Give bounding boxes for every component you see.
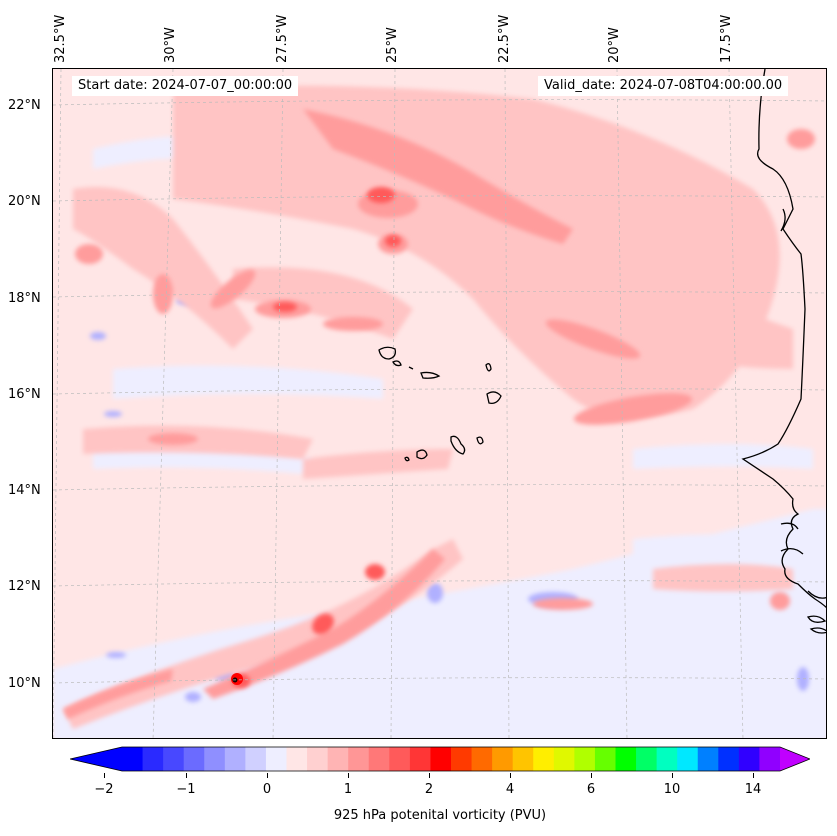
lat-label-18n: 18°N xyxy=(8,291,41,306)
colorbar-tick-label: −2 xyxy=(94,782,114,797)
canary-shelf xyxy=(780,208,786,232)
graticule xyxy=(53,69,826,738)
lat-label-14n: 14°N xyxy=(8,483,41,498)
lat-label-12n: 12°N xyxy=(8,579,41,594)
colorbar-swatch xyxy=(245,747,267,771)
colorbar-tickmark xyxy=(186,773,187,778)
pv-strong-positive xyxy=(232,187,401,688)
colorbar-tickmark xyxy=(591,773,592,778)
colorbar-tick-label: 4 xyxy=(505,782,515,797)
colorbar-swatch xyxy=(286,747,308,771)
island-fogo xyxy=(416,449,428,460)
lat-label-20n: 20°N xyxy=(8,194,41,209)
colorbar-swatch xyxy=(163,747,185,771)
colorbar-tick-label: 6 xyxy=(586,782,596,797)
island-santa-luzia xyxy=(408,366,414,370)
start-date-box: Start date: 2024-07-07_00:00:00 xyxy=(72,76,299,96)
lon-label-25w: 25°W xyxy=(385,27,400,63)
colorbar-tickmark xyxy=(348,773,349,778)
colorbar-tickmark xyxy=(104,773,105,778)
colorbar-swatch xyxy=(451,747,473,771)
map-panel xyxy=(52,68,827,739)
colorbar-swatch xyxy=(142,747,164,771)
island-santiago xyxy=(450,435,466,455)
colorbar-swatch xyxy=(389,747,411,771)
colorbar-swatch xyxy=(327,747,349,771)
colorbar-tick-label: 2 xyxy=(424,782,434,797)
lat-label-22n: 22°N xyxy=(8,98,41,113)
colorbar-swatch xyxy=(615,747,637,771)
lon-label-32-5w: 32.5°W xyxy=(53,14,68,63)
island-sao-nicolau xyxy=(420,371,441,379)
colorbar-swatch xyxy=(553,747,575,771)
colorbar-swatch xyxy=(697,747,719,771)
colorbar-title: 925 hPa potenital vorticity (PVU) xyxy=(333,808,547,823)
lon-label-30w: 30°W xyxy=(163,27,178,63)
colorbar-outline xyxy=(70,746,810,772)
colorbar-swatch xyxy=(430,747,452,771)
colorbar-swatch xyxy=(533,747,555,771)
lon-label-22-5w: 22.5°W xyxy=(497,14,512,63)
colorbar-tickmark xyxy=(267,773,268,778)
colorbar-swatch xyxy=(307,747,329,771)
coastlines xyxy=(741,69,826,634)
colorbar-swatch xyxy=(677,747,699,771)
colorbar-swatch xyxy=(512,747,534,771)
lat-label-10n: 10°N xyxy=(8,676,41,691)
colorbar-swatch xyxy=(492,747,514,771)
island-sao-vicente xyxy=(392,360,402,367)
colorbar-tick-label: 10 xyxy=(663,782,681,797)
colorbar-swatch xyxy=(409,747,432,771)
colorbar-swatch xyxy=(348,747,370,771)
colorbar-swatch xyxy=(718,747,740,771)
lon-label-20w: 20°W xyxy=(607,27,622,63)
island-sal xyxy=(485,363,492,372)
colorbar-tick-label: −1 xyxy=(176,782,196,797)
colorbar-tickmark xyxy=(753,773,754,778)
guinea-islands xyxy=(806,615,826,634)
colorbar-swatch xyxy=(594,747,617,771)
colorbar xyxy=(70,746,810,772)
island-brava xyxy=(404,456,410,462)
colorbar-swatch xyxy=(183,747,205,771)
colorbar-tickmark xyxy=(510,773,511,778)
pv-maximum xyxy=(231,673,243,685)
colorbar-swatch xyxy=(636,747,658,771)
lon-label-27-5w: 27.5°W xyxy=(275,14,290,63)
island-santo-antao xyxy=(378,346,397,360)
colorbar-swatch xyxy=(368,747,390,771)
island-boa-vista xyxy=(486,391,502,404)
colorbar-swatch xyxy=(471,747,493,771)
colorbar-swatch xyxy=(265,747,288,771)
colorbar-tickmark xyxy=(672,773,673,778)
colorbar-swatch xyxy=(224,747,246,771)
colorbar-extend-max xyxy=(780,747,810,771)
island-maio xyxy=(476,436,484,445)
colorbar-tick-label: 1 xyxy=(343,782,353,797)
cape-verde-islands xyxy=(378,346,502,462)
colorbar-extend-min xyxy=(70,747,122,771)
colorbar-tickmark xyxy=(429,773,430,778)
colorbar-tick-label: 0 xyxy=(262,782,272,797)
african-coast xyxy=(741,69,826,608)
colorbar-tick-label: 14 xyxy=(744,782,762,797)
colorbar-swatch xyxy=(738,747,761,771)
colorbar-swatch xyxy=(204,747,226,771)
colorbar-swatch xyxy=(656,747,678,771)
colorbar-swatch xyxy=(759,747,781,771)
colorbar-swatch xyxy=(574,747,596,771)
valid-date-box: Valid_date: 2024-07-08T04:00:00.00 xyxy=(538,76,789,96)
lat-label-16n: 16°N xyxy=(8,387,41,402)
colorbar-swatch xyxy=(122,747,144,771)
lon-label-17-5w: 17.5°W xyxy=(719,14,734,63)
pv-field-map xyxy=(53,69,826,738)
senegal-inlets xyxy=(780,522,826,599)
